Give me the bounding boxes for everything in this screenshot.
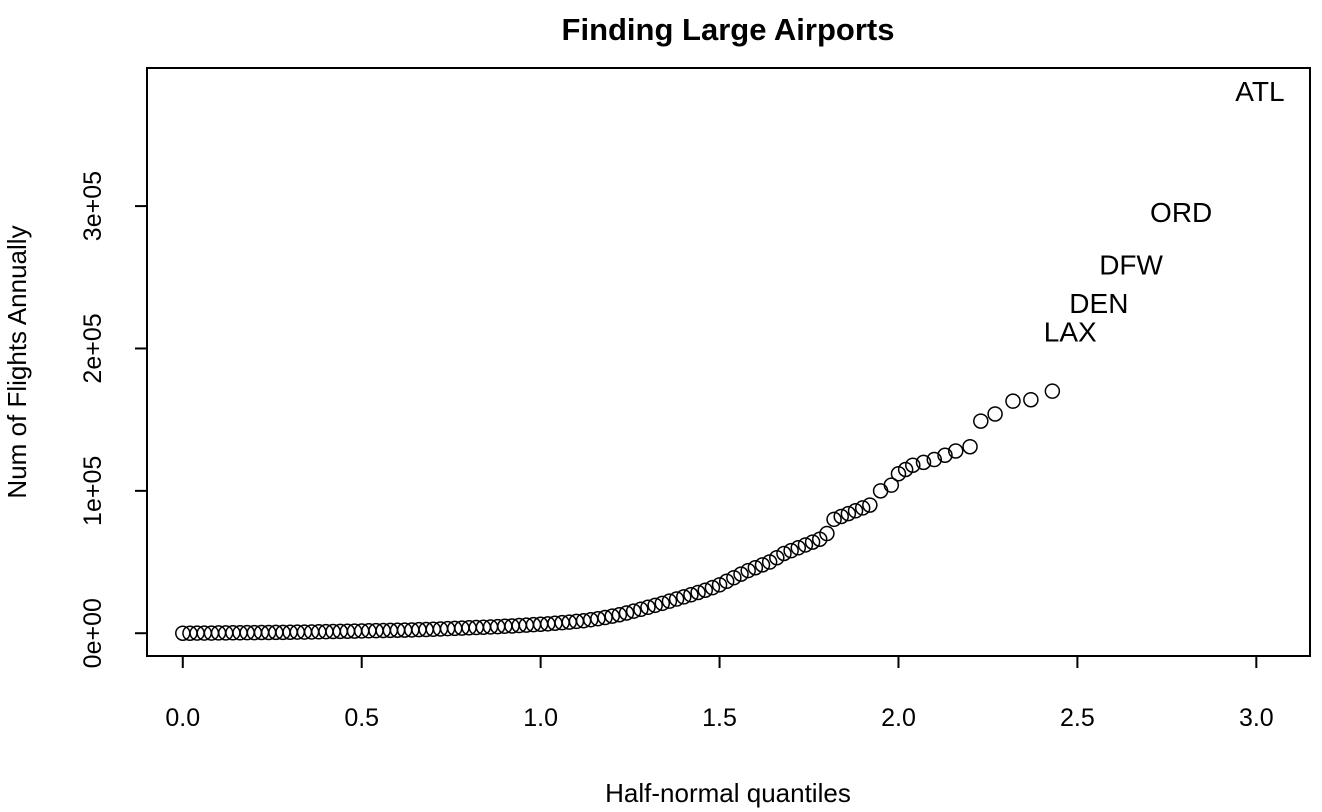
data-point: [733, 566, 749, 582]
data-point: [790, 540, 807, 556]
data-point: [973, 413, 989, 429]
data-point: [740, 562, 756, 579]
data-point: [826, 511, 842, 528]
data-point: [926, 451, 943, 468]
y-tick-label: 0e+00: [79, 598, 107, 668]
x-axis-label: Half-normal quantiles: [605, 778, 851, 808]
point-label-atl: ATL: [1235, 76, 1284, 107]
data-point: [618, 605, 635, 621]
data-point: [937, 447, 953, 464]
data-points: [175, 383, 1061, 641]
y-tick-label: 3e+05: [79, 171, 107, 241]
point-label-dfw: DFW: [1099, 249, 1163, 280]
x-tick-label: 2.0: [881, 704, 916, 732]
data-point: [683, 587, 699, 603]
chart-title: Finding Large Airports: [562, 12, 895, 47]
data-point: [718, 573, 735, 590]
data-point: [597, 609, 613, 626]
data-point: [987, 406, 1003, 422]
point-label-den: DEN: [1069, 288, 1128, 319]
data-point: [625, 603, 642, 619]
data-point: [915, 454, 932, 471]
data-point: [797, 537, 814, 553]
data-point: [690, 584, 706, 601]
data-point: [847, 503, 864, 519]
data-point: [947, 443, 964, 459]
data-point: [833, 508, 849, 525]
data-point: [819, 525, 835, 542]
data-point: [804, 534, 821, 550]
x-tick-label: 0.5: [344, 704, 379, 732]
data-point: [633, 601, 649, 618]
data-point: [711, 577, 728, 593]
data-point: [1023, 391, 1039, 408]
data-point: [840, 505, 857, 522]
data-point: [654, 595, 671, 612]
point-label-lax: LAX: [1044, 316, 1097, 347]
data-point: [1005, 393, 1021, 409]
data-point: [668, 591, 685, 607]
x-tick-label: 1.5: [702, 704, 737, 732]
data-point: [704, 579, 721, 596]
data-point: [883, 477, 900, 493]
y-axis-label: Num of Flights Annually: [2, 225, 32, 498]
data-point: [776, 545, 792, 562]
data-point: [604, 608, 620, 624]
data-point: [872, 483, 889, 499]
data-point: [697, 582, 713, 598]
x-tick-label: 0.0: [165, 704, 200, 732]
data-point: [726, 569, 742, 586]
x-tick-label: 3.0: [1239, 704, 1274, 732]
data-point: [905, 457, 921, 473]
data-point: [647, 597, 663, 614]
data-point: [640, 599, 656, 616]
plot-frame: [146, 67, 1311, 657]
point-label-ord: ORD: [1150, 197, 1212, 228]
data-point: [676, 589, 692, 605]
x-axis: 0.0 0.5 1.0 1.5 2.0 2.5 3.0: [165, 655, 1274, 732]
x-tick-label: 2.5: [1060, 704, 1095, 732]
x-tick-label: 1.0: [523, 704, 558, 732]
data-point: [854, 500, 871, 516]
y-axis: 0e+00 1e+05 2e+05 3e+05: [79, 171, 148, 668]
y-tick-label: 1e+05: [79, 456, 107, 526]
data-point: [1044, 383, 1061, 399]
data-point: [862, 497, 878, 513]
data-point: [962, 438, 978, 455]
data-point: [747, 559, 764, 576]
data-point: [783, 542, 799, 559]
data-point: [754, 557, 771, 573]
data-point: [611, 606, 628, 623]
data-point: [661, 593, 678, 609]
y-tick-label: 2e+05: [79, 313, 107, 383]
